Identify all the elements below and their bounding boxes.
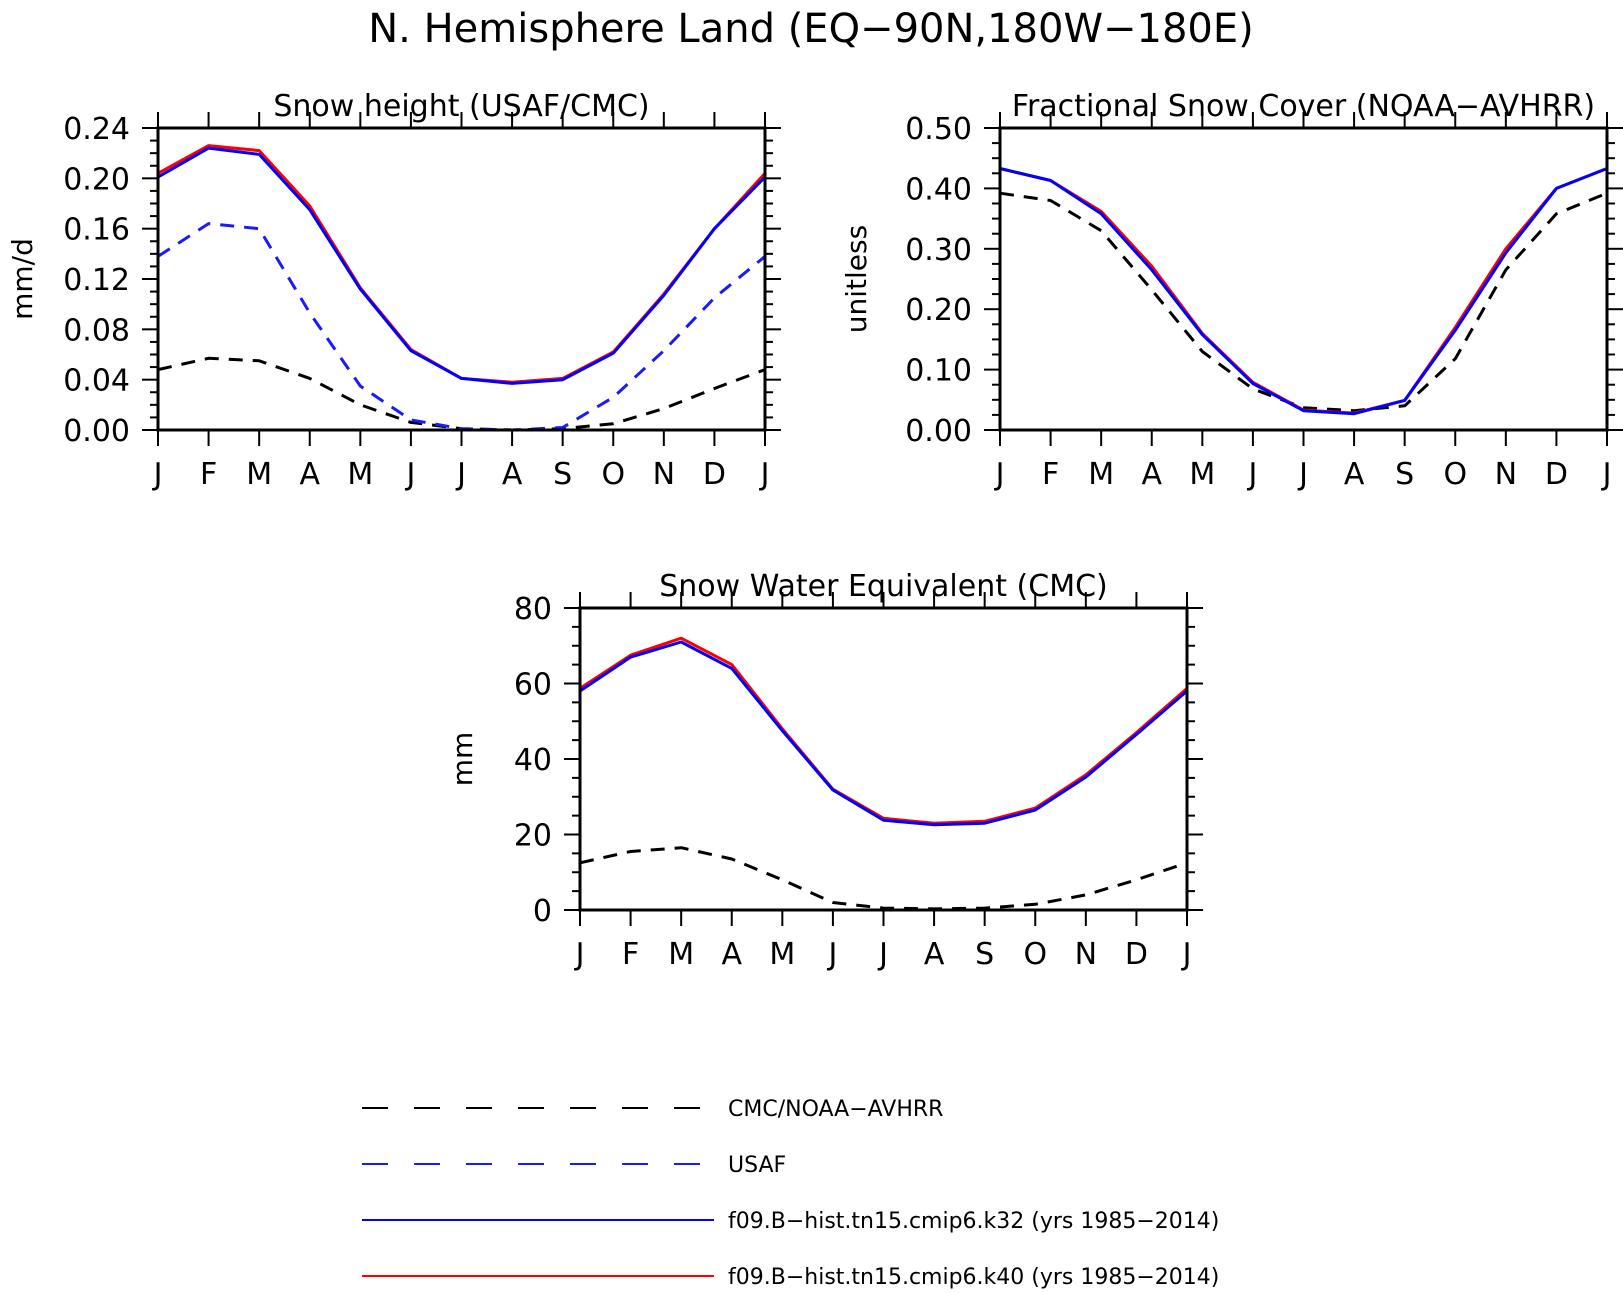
x-tick-label: M	[1189, 457, 1215, 492]
y-tick-label: 0	[533, 894, 552, 929]
legend: CMC/NOAA−AVHRR USAF f09.B−hist.tn15.cmip6.…	[362, 1097, 1219, 1290]
chart-panels: Snow height (USAF/CMC)mm/d0.000.040.080.…	[6, 89, 1623, 972]
y-tick-label: 0.10	[905, 354, 972, 389]
chart-panel-2: Fractional Snow Cover (NOAA−AVHRR)unitle…	[840, 89, 1623, 492]
plot-frame	[998, 126, 1609, 432]
y-axis-label: unitless	[840, 225, 873, 333]
y-tick-label: 0.24	[63, 112, 130, 147]
x-tick-label: S	[1395, 457, 1414, 492]
legend-label: CMC/NOAA−AVHRR	[728, 1097, 943, 1122]
x-tick-label: N	[1495, 457, 1517, 492]
x-tick-label: N	[653, 457, 675, 492]
x-tick-label: A	[502, 457, 523, 492]
x-tick-label: A	[1141, 457, 1162, 492]
y-tick-label: 0.30	[905, 233, 972, 268]
x-tick-label: M	[668, 937, 694, 972]
x-tick-label: M	[246, 457, 272, 492]
series-line-2	[579, 636, 1188, 825]
legend-item: f09.B−hist.tn15.cmip6.k32 (yrs 1985−2014…	[362, 1209, 1219, 1234]
x-tick-label: F	[200, 457, 217, 492]
x-tick-label: A	[924, 937, 945, 972]
y-tick-label: 0.12	[63, 263, 130, 298]
series-line-3	[157, 144, 767, 384]
y-tick-label: 60	[514, 668, 552, 703]
series-line-3	[579, 640, 1188, 827]
x-tick-label: J	[404, 457, 415, 492]
y-tick-label: 0.50	[905, 112, 972, 147]
series-line-3	[999, 167, 1608, 416]
legend-label: USAF	[728, 1153, 786, 1178]
x-tick-label: J	[1181, 937, 1192, 972]
legend-label: f09.B−hist.tn15.cmip6.k40 (yrs 1985−2014…	[728, 1265, 1219, 1290]
series-line-2	[157, 222, 766, 432]
x-tick-label: O	[1443, 457, 1467, 492]
x-tick-label: S	[553, 457, 572, 492]
y-tick-label: 40	[514, 743, 552, 778]
legend-item: USAF	[362, 1153, 786, 1178]
y-tick-label: 0.08	[63, 313, 130, 348]
y-tick-label: 0.20	[63, 162, 130, 197]
y-tick-label: 0.00	[905, 414, 972, 449]
x-tick-label: M	[769, 937, 795, 972]
x-tick-label: O	[1023, 937, 1047, 972]
y-tick-label: 0.20	[905, 293, 972, 328]
x-tick-label: J	[455, 457, 466, 492]
x-tick-label: A	[1344, 457, 1365, 492]
x-tick-label: J	[1246, 457, 1257, 492]
series-line-1	[579, 846, 1188, 911]
y-tick-label: 0.40	[905, 172, 972, 207]
y-tick-label: 20	[514, 819, 552, 854]
x-tick-label: F	[622, 937, 639, 972]
x-tick-label: A	[721, 937, 742, 972]
chart-panel-1: Snow height (USAF/CMC)mm/d0.000.040.080.…	[6, 89, 781, 492]
x-tick-label: O	[601, 457, 625, 492]
x-tick-label: J	[759, 457, 770, 492]
y-axis-label: mm/d	[6, 238, 39, 320]
y-tick-label: 80	[514, 592, 552, 627]
y-axis-label: mm	[446, 732, 479, 787]
x-tick-label: D	[1125, 937, 1148, 972]
y-tick-label: 0.00	[63, 414, 130, 449]
plot-frame	[578, 606, 1189, 912]
x-tick-label: D	[1545, 457, 1568, 492]
x-tick-label: N	[1075, 937, 1097, 972]
x-tick-label: J	[1297, 457, 1308, 492]
y-tick-label: 0.16	[63, 213, 130, 248]
x-tick-label: J	[994, 457, 1005, 492]
series-line-2	[999, 167, 1608, 415]
x-tick-label: A	[299, 457, 320, 492]
legend-item: f09.B−hist.tn15.cmip6.k40 (yrs 1985−2014…	[362, 1265, 1219, 1290]
plot-frame	[156, 126, 767, 432]
figure-title: N. Hemisphere Land (EQ−90N,180W−180E)	[368, 6, 1254, 52]
x-tick-label: F	[1042, 457, 1059, 492]
legend-item: CMC/NOAA−AVHRR	[362, 1097, 943, 1122]
series-line-4	[157, 146, 767, 385]
x-tick-label: J	[1601, 457, 1612, 492]
x-tick-label: S	[975, 937, 994, 972]
x-tick-label: J	[152, 457, 163, 492]
x-tick-label: M	[347, 457, 373, 492]
legend-label: f09.B−hist.tn15.cmip6.k32 (yrs 1985−2014…	[728, 1209, 1219, 1234]
x-tick-label: J	[877, 937, 888, 972]
x-tick-label: J	[826, 937, 837, 972]
y-tick-label: 0.04	[63, 364, 130, 399]
x-tick-label: J	[574, 937, 585, 972]
x-tick-label: D	[703, 457, 726, 492]
series-line-1	[999, 191, 1608, 413]
x-tick-label: M	[1088, 457, 1114, 492]
series-line-1	[157, 356, 766, 432]
